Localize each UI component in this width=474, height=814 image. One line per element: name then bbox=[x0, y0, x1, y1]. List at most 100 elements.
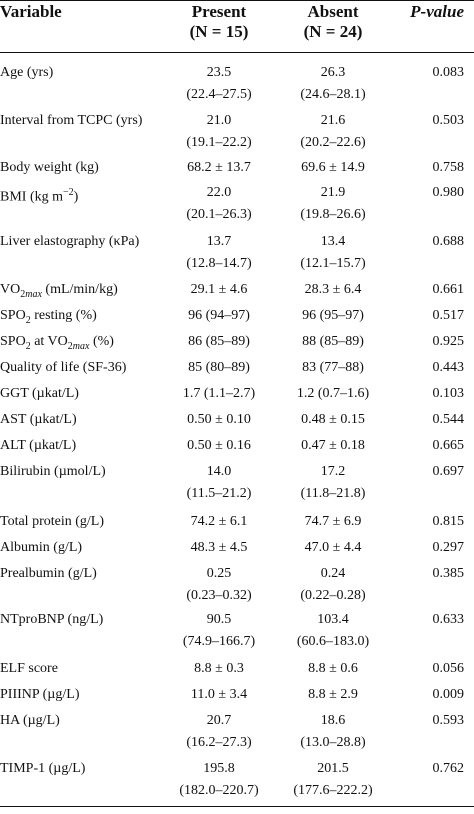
row-variable: Total protein (g/L) bbox=[0, 514, 104, 529]
row-absent-line: (20.2–22.6) bbox=[300, 135, 366, 150]
row-absent-line: 201.5 bbox=[317, 761, 349, 776]
row-present-line: 74.2 ± 6.1 bbox=[190, 514, 248, 529]
row-variable: Quality of life (SF-36) bbox=[0, 360, 127, 375]
row-absent-line: (19.8–26.6) bbox=[300, 207, 366, 222]
row-absent-line: 96 (95–97) bbox=[302, 308, 364, 323]
row-absent-line: 83 (77–88) bbox=[302, 360, 364, 375]
row-absent-line: (24.6–28.1) bbox=[300, 87, 366, 102]
row-absent-line: 18.6 bbox=[320, 713, 346, 728]
row-present-line: 96 (94–97) bbox=[188, 308, 250, 323]
row-absent-line: 0.24 bbox=[320, 566, 346, 581]
row-pvalue: 0.593 bbox=[432, 713, 465, 728]
row-variable: VO2max (mL/min/kg) bbox=[0, 282, 118, 300]
row-variable: TIMP-1 (µg/L) bbox=[0, 761, 86, 776]
row-present-line: 11.0 ± 3.4 bbox=[190, 687, 248, 702]
row-pvalue: 0.925 bbox=[432, 334, 465, 349]
row-variable: Age (yrs) bbox=[0, 65, 54, 80]
row-variable: NTproBNP (ng/L) bbox=[0, 612, 104, 627]
header-top-rule bbox=[0, 0, 474, 1]
row-present-line: 29.1 ± 4.6 bbox=[190, 282, 248, 297]
row-variable: Bilirubin (µmol/L) bbox=[0, 464, 106, 479]
row-present-line: (12.8–14.7) bbox=[186, 256, 252, 271]
row-variable: ELF score bbox=[0, 661, 58, 676]
row-absent-line: (12.1–15.7) bbox=[300, 256, 366, 271]
row-variable: GGT (µkat/L) bbox=[0, 386, 79, 401]
header-variable: Variable bbox=[0, 2, 62, 21]
row-present-line: 90.5 bbox=[206, 612, 232, 627]
header-present-line1: Present bbox=[191, 2, 247, 21]
row-present-line: 8.8 ± 0.3 bbox=[194, 661, 244, 676]
row-present-line: 20.7 bbox=[206, 713, 232, 728]
row-absent-line: (13.0–28.8) bbox=[300, 735, 366, 750]
row-present-line: (22.4–27.5) bbox=[186, 87, 252, 102]
row-present-line: 23.5 bbox=[206, 65, 232, 80]
row-present-line: 13.7 bbox=[206, 234, 232, 249]
row-present-line: 195.8 bbox=[203, 761, 235, 776]
row-pvalue: 0.980 bbox=[432, 185, 465, 200]
row-absent-line: (60.6–183.0) bbox=[296, 634, 370, 649]
row-present-line: 0.50 ± 0.10 bbox=[187, 412, 251, 427]
row-present-line: (74.9–166.7) bbox=[182, 634, 256, 649]
row-absent-line: 21.6 bbox=[320, 113, 346, 128]
row-present-line: 1.7 (1.1–2.7) bbox=[182, 386, 256, 401]
row-pvalue: 0.083 bbox=[432, 65, 465, 80]
row-absent-line: 8.8 ± 2.9 bbox=[308, 687, 358, 702]
row-present-line: 85 (80–89) bbox=[188, 360, 250, 375]
row-present-line: 48.3 ± 4.5 bbox=[190, 540, 248, 555]
row-pvalue: 0.544 bbox=[432, 412, 465, 427]
row-absent-line: 88 (85–89) bbox=[302, 334, 364, 349]
row-pvalue: 0.385 bbox=[432, 566, 465, 581]
row-absent-line: 1.2 (0.7–1.6) bbox=[296, 386, 370, 401]
row-variable: SPO2 resting (%) bbox=[0, 308, 97, 326]
row-absent-line: 21.9 bbox=[320, 185, 346, 200]
row-pvalue: 0.633 bbox=[432, 612, 465, 627]
row-variable: ALT (µkat/L) bbox=[0, 438, 77, 453]
row-absent-line: 74.7 ± 6.9 bbox=[304, 514, 362, 529]
row-present-line: 14.0 bbox=[206, 464, 232, 479]
row-variable: Albumin (g/L) bbox=[0, 540, 83, 555]
row-variable: Body weight (kg) bbox=[0, 160, 99, 175]
row-present-line: (0.23–0.32) bbox=[186, 588, 252, 603]
row-present-line: 68.2 ± 13.7 bbox=[187, 160, 251, 175]
row-present-line: (20.1–26.3) bbox=[186, 207, 252, 222]
row-pvalue: 0.517 bbox=[432, 308, 465, 323]
row-variable: Prealbumin (g/L) bbox=[0, 566, 97, 581]
row-absent-line: 28.3 ± 6.4 bbox=[304, 282, 362, 297]
row-variable: AST (µkat/L) bbox=[0, 412, 77, 427]
row-pvalue: 0.503 bbox=[432, 113, 465, 128]
row-present-line: 22.0 bbox=[206, 185, 232, 200]
row-present-line: (182.0–220.7) bbox=[179, 783, 259, 798]
row-variable: SPO2 at VO2max (%) bbox=[0, 334, 114, 352]
header-present-line2: (N = 15) bbox=[189, 22, 249, 41]
row-absent-line: 13.4 bbox=[320, 234, 346, 249]
row-absent-line: 8.8 ± 0.6 bbox=[308, 661, 358, 676]
row-variable: PIIINP (µg/L) bbox=[0, 687, 80, 702]
row-pvalue: 0.758 bbox=[432, 160, 465, 175]
row-pvalue: 0.665 bbox=[432, 438, 465, 453]
row-absent-line: (11.8–21.8) bbox=[300, 486, 366, 501]
row-absent-line: 17.2 bbox=[320, 464, 346, 479]
row-variable: Liver elastography (κPa) bbox=[0, 234, 140, 249]
row-present-line: 21.0 bbox=[206, 113, 232, 128]
row-pvalue: 0.815 bbox=[432, 514, 465, 529]
row-absent-line: 0.48 ± 0.15 bbox=[301, 412, 365, 427]
row-absent-line: 47.0 ± 4.4 bbox=[304, 540, 362, 555]
row-absent-line: (177.6–222.2) bbox=[293, 783, 373, 798]
row-absent-line: (0.22–0.28) bbox=[300, 588, 366, 603]
row-pvalue: 0.688 bbox=[432, 234, 465, 249]
row-present-line: 0.25 bbox=[206, 566, 232, 581]
row-absent-line: 0.47 ± 0.18 bbox=[301, 438, 365, 453]
header-absent-line2: (N = 24) bbox=[303, 22, 363, 41]
row-present-line: 0.50 ± 0.16 bbox=[187, 438, 251, 453]
row-pvalue: 0.009 bbox=[432, 687, 465, 702]
row-pvalue: 0.103 bbox=[432, 386, 465, 401]
row-pvalue: 0.762 bbox=[432, 761, 465, 776]
row-absent-line: 69.6 ± 14.9 bbox=[301, 160, 365, 175]
row-present-line: (11.5–21.2) bbox=[186, 486, 252, 501]
header-absent-line1: Absent bbox=[307, 2, 359, 21]
row-absent-line: 26.3 bbox=[320, 65, 346, 80]
row-variable: BMI (kg m−2) bbox=[0, 187, 79, 205]
row-pvalue: 0.443 bbox=[432, 360, 465, 375]
row-present-line: 86 (85–89) bbox=[188, 334, 250, 349]
row-pvalue: 0.297 bbox=[432, 540, 465, 555]
